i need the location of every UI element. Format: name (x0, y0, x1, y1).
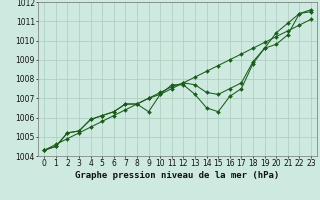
X-axis label: Graphe pression niveau de la mer (hPa): Graphe pression niveau de la mer (hPa) (76, 171, 280, 180)
